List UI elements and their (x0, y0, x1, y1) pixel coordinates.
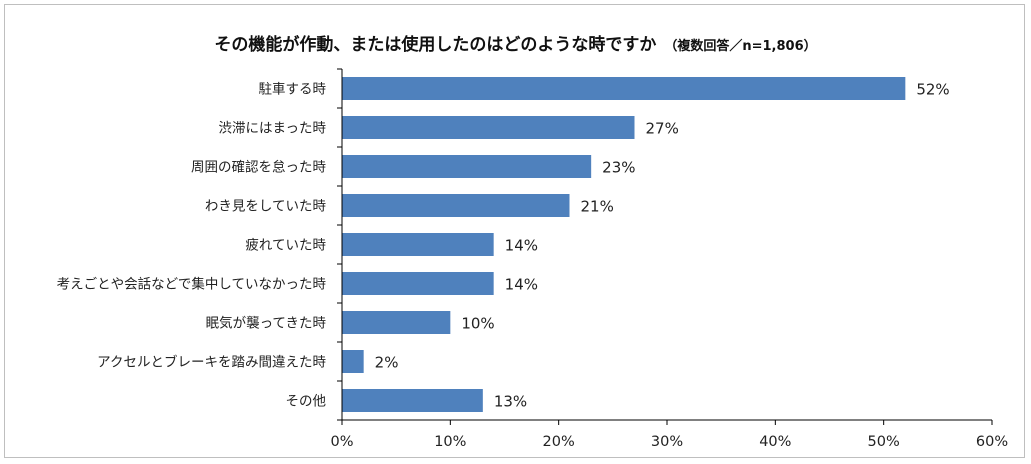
category-label: わき見をしていた時 (205, 199, 327, 215)
bar (342, 233, 494, 256)
bar (342, 389, 483, 412)
category-label: 考えごとや会話などで集中していなかった時 (57, 276, 327, 293)
x-tick-label: 20% (543, 434, 575, 450)
data-label: 52% (916, 81, 949, 99)
x-tick-label: 10% (434, 434, 466, 450)
data-label: 23% (602, 159, 635, 177)
chart-title-main: その機能が作動、または使用したのはどのような時ですか (214, 35, 657, 55)
category-label: その他 (286, 394, 327, 410)
x-tick-label: 30% (651, 434, 683, 450)
x-tick-label: 0% (330, 434, 353, 450)
chart-title: その機能が作動、または使用したのはどのような時ですか （複数回答／n=1,806） (0, 30, 1031, 55)
category-label: アクセルとブレーキを踏み間違えた時 (97, 354, 326, 371)
category-label: 周囲の確認を怠った時 (191, 160, 326, 176)
bar (342, 272, 494, 295)
category-label: 駐車する時 (259, 82, 327, 98)
x-tick-label: 50% (868, 434, 900, 450)
bar (342, 350, 364, 373)
data-label: 27% (646, 120, 679, 138)
category-label: 疲れていた時 (245, 237, 326, 254)
bar (342, 194, 570, 217)
x-tick-label: 40% (759, 434, 791, 450)
data-label: 2% (375, 354, 399, 372)
category-label: 眠気が襲ってきた時 (206, 315, 327, 332)
bar (342, 77, 906, 100)
category-label: 渋滞にはまった時 (219, 121, 327, 137)
x-tick-label: 60% (976, 434, 1008, 450)
data-label: 13% (494, 393, 527, 411)
chart-title-sub: （複数回答／n=1,806） (664, 39, 817, 54)
bar (342, 155, 592, 178)
data-label: 14% (505, 237, 538, 255)
bar (342, 116, 635, 139)
data-label: 21% (581, 198, 614, 216)
bar (342, 311, 451, 334)
data-label: 10% (461, 315, 494, 333)
data-label: 14% (505, 276, 538, 294)
